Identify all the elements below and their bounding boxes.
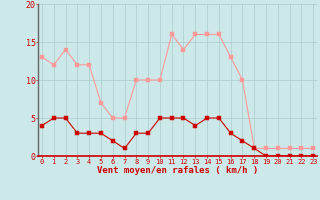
- X-axis label: Vent moyen/en rafales ( km/h ): Vent moyen/en rafales ( km/h ): [97, 166, 258, 175]
